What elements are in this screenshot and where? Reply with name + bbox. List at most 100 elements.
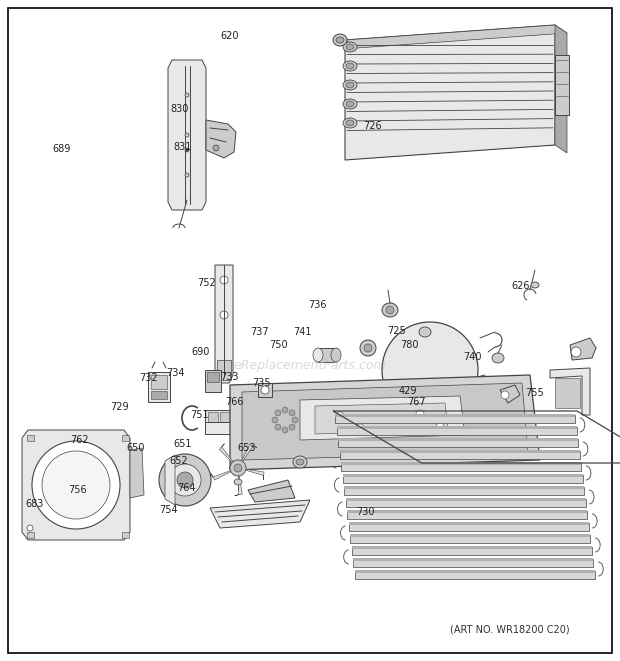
Text: 780: 780 [400, 340, 419, 350]
Polygon shape [555, 25, 567, 153]
Ellipse shape [382, 303, 398, 317]
Text: 741: 741 [293, 327, 312, 337]
Polygon shape [341, 463, 581, 471]
Ellipse shape [234, 464, 242, 472]
Text: 754: 754 [159, 505, 178, 516]
Polygon shape [343, 474, 583, 477]
Polygon shape [350, 534, 590, 537]
Text: 734: 734 [166, 368, 185, 379]
Ellipse shape [419, 327, 431, 337]
Text: 756: 756 [68, 485, 87, 496]
Polygon shape [344, 486, 584, 489]
Ellipse shape [333, 34, 347, 46]
Ellipse shape [501, 391, 509, 399]
Ellipse shape [346, 101, 354, 107]
Polygon shape [345, 25, 555, 160]
Ellipse shape [169, 464, 201, 496]
Polygon shape [349, 522, 589, 525]
Polygon shape [346, 498, 586, 501]
Ellipse shape [346, 82, 354, 88]
Polygon shape [340, 450, 580, 453]
Polygon shape [335, 414, 575, 417]
Polygon shape [215, 265, 233, 383]
Polygon shape [238, 444, 257, 468]
Text: 831: 831 [174, 141, 192, 152]
Text: 620: 620 [220, 31, 239, 42]
Polygon shape [570, 338, 596, 360]
Bar [207, 372, 219, 382]
Polygon shape [248, 480, 295, 502]
Bar [555, 55, 569, 115]
Polygon shape [165, 455, 175, 505]
Ellipse shape [296, 459, 304, 465]
Text: 762: 762 [70, 434, 89, 445]
Text: 751: 751 [190, 410, 209, 420]
Polygon shape [500, 385, 520, 403]
Text: 729: 729 [110, 401, 128, 412]
Ellipse shape [364, 344, 372, 352]
Text: 653: 653 [237, 443, 256, 453]
Text: 732: 732 [140, 373, 158, 383]
Text: 764: 764 [177, 483, 195, 493]
Polygon shape [337, 427, 577, 435]
Polygon shape [337, 426, 577, 429]
Ellipse shape [492, 353, 504, 363]
Ellipse shape [42, 451, 110, 519]
Polygon shape [130, 448, 144, 498]
Ellipse shape [313, 348, 323, 362]
Ellipse shape [32, 441, 120, 529]
Polygon shape [352, 546, 592, 549]
Bar [205, 370, 221, 392]
Polygon shape [355, 571, 595, 579]
Polygon shape [210, 500, 310, 528]
Polygon shape [347, 511, 587, 519]
Text: 736: 736 [308, 300, 327, 311]
Ellipse shape [275, 424, 281, 430]
Ellipse shape [343, 42, 357, 52]
Text: 626: 626 [512, 280, 530, 291]
Polygon shape [353, 558, 593, 561]
Ellipse shape [282, 427, 288, 433]
Text: 735: 735 [252, 378, 271, 389]
Ellipse shape [185, 148, 189, 152]
Polygon shape [238, 468, 264, 480]
Ellipse shape [185, 173, 189, 177]
Ellipse shape [282, 407, 288, 413]
Text: 683: 683 [25, 498, 43, 509]
Text: 725: 725 [388, 325, 406, 336]
Ellipse shape [185, 133, 189, 137]
Text: (ART NO. WR18200 C20): (ART NO. WR18200 C20) [450, 625, 570, 635]
Bar [122, 435, 129, 441]
Ellipse shape [310, 412, 326, 428]
Polygon shape [341, 462, 581, 465]
Ellipse shape [331, 348, 341, 362]
Polygon shape [350, 535, 590, 543]
Bar [151, 375, 167, 389]
Ellipse shape [273, 408, 297, 432]
Ellipse shape [336, 37, 344, 43]
Ellipse shape [343, 80, 357, 90]
Polygon shape [355, 570, 595, 573]
Text: 651: 651 [174, 439, 192, 449]
Text: 690: 690 [191, 346, 210, 357]
Ellipse shape [343, 99, 357, 109]
Ellipse shape [220, 276, 228, 284]
Ellipse shape [275, 410, 281, 416]
Ellipse shape [289, 424, 295, 430]
Ellipse shape [185, 93, 189, 97]
Bar [122, 532, 129, 538]
Polygon shape [219, 444, 238, 468]
Polygon shape [340, 451, 580, 459]
Ellipse shape [356, 424, 364, 432]
Polygon shape [230, 375, 540, 470]
Polygon shape [335, 415, 575, 423]
Bar [27, 532, 34, 538]
Text: 755: 755 [525, 388, 544, 399]
Polygon shape [344, 487, 584, 495]
Text: 429: 429 [399, 386, 417, 397]
Ellipse shape [571, 347, 581, 357]
Ellipse shape [360, 340, 376, 356]
Ellipse shape [346, 44, 354, 50]
Ellipse shape [416, 410, 424, 418]
Text: 830: 830 [170, 104, 189, 114]
